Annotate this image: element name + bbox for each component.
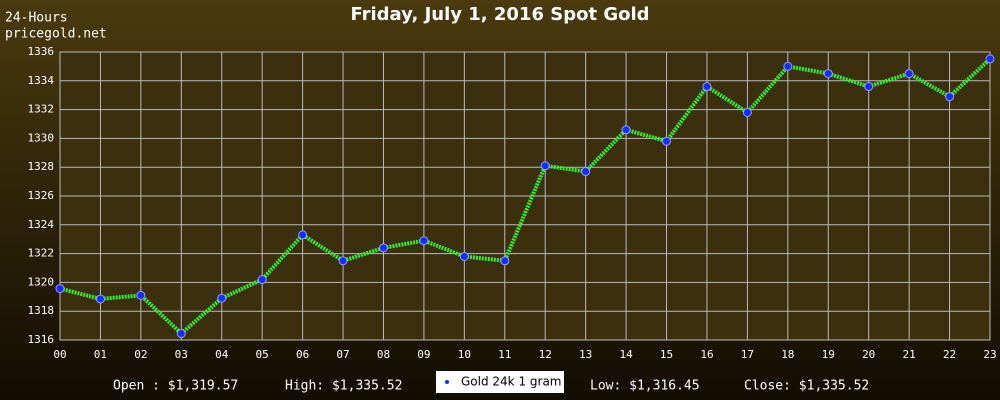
x-tick-label: 02 — [134, 348, 147, 361]
x-tick-label: 06 — [296, 348, 309, 361]
point — [621, 125, 631, 135]
point — [581, 167, 591, 177]
x-tick-label: 19 — [822, 348, 835, 361]
point — [419, 236, 429, 246]
point — [459, 251, 469, 261]
stat-close: Close: $1,335.52 — [744, 379, 869, 394]
subtitle: 24-Hours — [5, 11, 68, 26]
x-tick-label: 14 — [619, 348, 633, 361]
legend — [436, 371, 564, 393]
stat-high: High: $1,335.52 — [285, 379, 402, 394]
point — [662, 136, 672, 146]
x-tick-label: 05 — [256, 348, 269, 361]
y-tick-label: 1320 — [28, 275, 55, 288]
x-tick-label: 21 — [903, 348, 916, 361]
x-tick-label: 08 — [377, 348, 390, 361]
point — [864, 82, 874, 92]
x-tick-label: 12 — [539, 348, 552, 361]
point — [540, 161, 550, 171]
stat-open: Open : $1,319.57 — [113, 379, 238, 394]
x-tick-label: 16 — [700, 348, 713, 361]
point — [702, 82, 712, 92]
point — [500, 256, 510, 266]
point — [217, 293, 227, 303]
point — [338, 256, 348, 266]
y-tick-label: 1322 — [28, 247, 55, 260]
point — [257, 275, 267, 285]
x-tick-label: 00 — [53, 348, 66, 361]
point — [945, 92, 955, 102]
point — [55, 284, 65, 294]
x-tick-label: 04 — [215, 348, 229, 361]
point — [985, 54, 995, 64]
point — [742, 107, 752, 117]
point — [95, 294, 105, 304]
y-tick-label: 1328 — [28, 160, 55, 173]
point — [378, 243, 388, 253]
point — [904, 69, 914, 79]
point — [783, 61, 793, 71]
x-tick-label: 18 — [781, 348, 794, 361]
y-tick-label: 1318 — [28, 304, 55, 317]
x-tick-label: 20 — [862, 348, 875, 361]
y-tick-label: 1330 — [28, 131, 55, 144]
x-tick-label: 17 — [741, 348, 754, 361]
x-tick-label: 09 — [417, 348, 430, 361]
point — [823, 69, 833, 79]
chart-title: Friday, July 1, 2016 Spot Gold — [350, 4, 649, 25]
x-tick-label: 13 — [579, 348, 592, 361]
y-tick-label: 1316 — [28, 333, 55, 346]
y-tick-label: 1336 — [28, 45, 55, 58]
point — [176, 329, 186, 339]
x-tick-label: 15 — [660, 348, 673, 361]
y-tick-label: 1324 — [28, 218, 55, 231]
line — [59, 57, 992, 337]
x-tick-label: 22 — [943, 348, 956, 361]
stat-low: Low: $1,316.45 — [590, 379, 700, 394]
x-tick-label: 23 — [983, 348, 996, 361]
y-tick-label: 1326 — [28, 189, 55, 202]
y-tick-label: 1334 — [28, 74, 55, 87]
y-tick-label: 1332 — [28, 103, 55, 116]
x-tick-label: 07 — [336, 348, 349, 361]
x-tick-label: 01 — [94, 348, 107, 361]
point — [298, 230, 308, 240]
x-tick-label: 03 — [175, 348, 188, 361]
subtitle: pricegold.net — [5, 27, 107, 42]
legend-marker — [445, 380, 449, 384]
legend-label: Gold 24k 1 gram — [461, 375, 561, 389]
x-tick-label: 11 — [498, 348, 511, 361]
x-tick-label: 10 — [458, 348, 471, 361]
point — [136, 290, 146, 300]
